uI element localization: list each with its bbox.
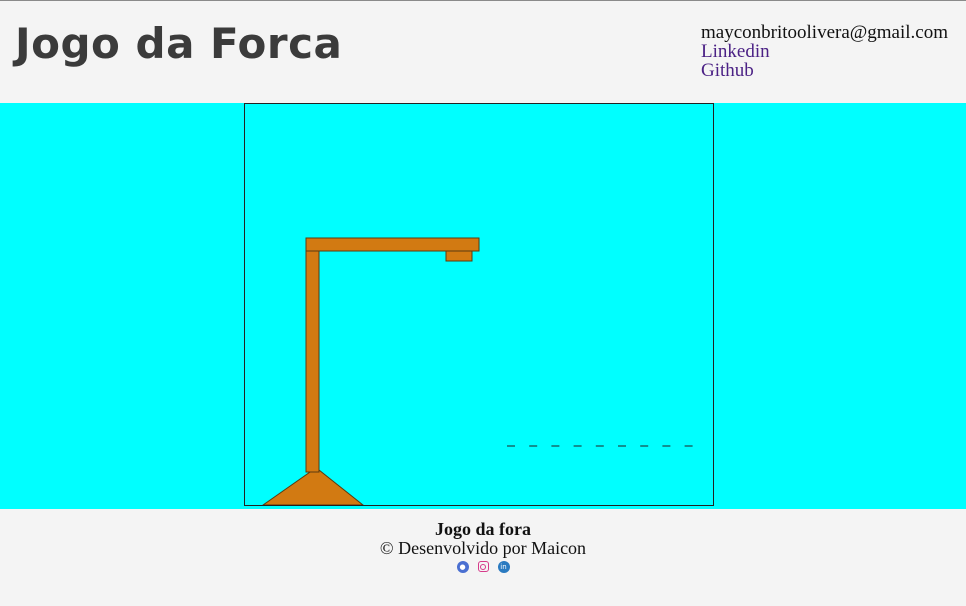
gallows-base [262, 469, 364, 505]
linkedin-link[interactable]: Linkedin [701, 41, 770, 62]
page-header: Jogo da Forca mayconbritoolivera@gmail.c… [0, 1, 966, 103]
gallows-beam [305, 237, 480, 252]
game-stage [0, 103, 966, 509]
gallows-post [305, 237, 320, 473]
github-link[interactable]: Github [701, 60, 754, 81]
page-footer: Jogo da fora © Desenvolvido por Maicon ●… [0, 509, 966, 589]
contact-email: mayconbritoolivera@gmail.com [701, 22, 949, 43]
top-border [0, 0, 966, 1]
footer-social-icons: ● in [0, 561, 966, 573]
game-board[interactable] [244, 103, 714, 506]
gallows-rope-hook [445, 250, 473, 262]
linkedin-icon[interactable]: in [497, 561, 510, 573]
instagram-icon[interactable] [477, 561, 489, 572]
gallows-drawing [262, 237, 693, 505]
github-icon[interactable]: ● [456, 561, 469, 573]
page-title: Jogo da Forca [15, 19, 343, 68]
footer-credit: © Desenvolvido por Maicon [379, 538, 587, 558]
contact-block: mayconbritoolivera@gmail.com Linkedin Gi… [701, 23, 948, 80]
footer-title: Jogo da fora [435, 519, 531, 539]
